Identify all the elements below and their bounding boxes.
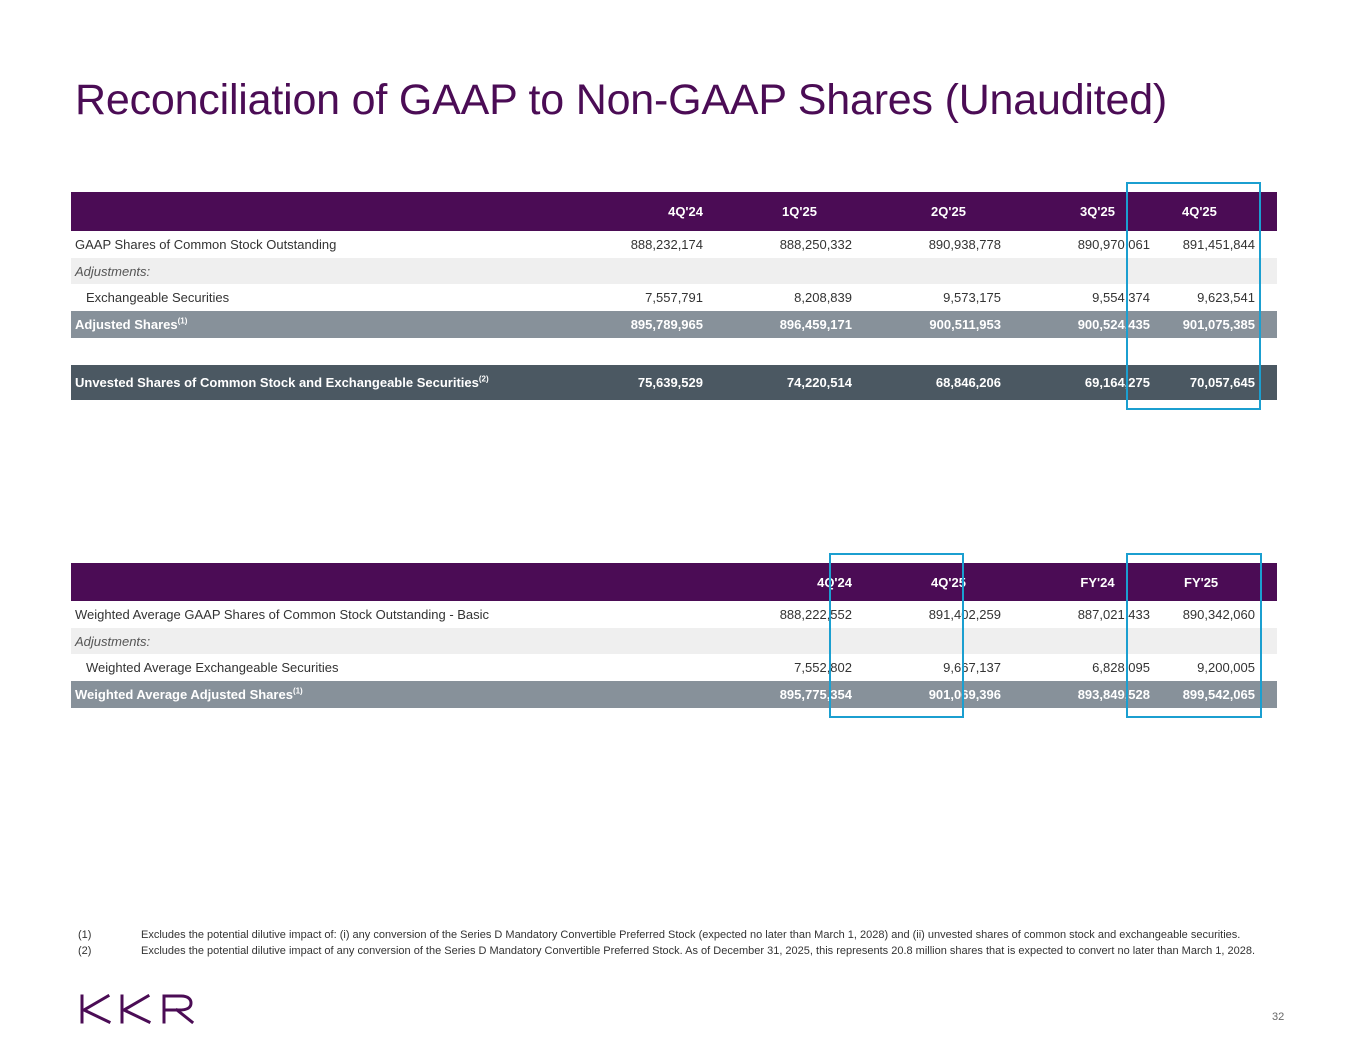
cell-value: 7,552,802 (725, 654, 874, 681)
cell-value: 900,511,953 (874, 311, 1023, 338)
table-spacer (71, 338, 1277, 365)
col-header-fy24: FY'24 (1023, 563, 1172, 601)
table-row-unvested: Unvested Shares of Common Stock and Exch… (71, 365, 1277, 400)
weighted-shares-table: 4Q'24 4Q'25 FY'24 FY'25 Weighted Average… (71, 563, 1277, 708)
footnote-1: (1) Excludes the potential dilutive impa… (78, 927, 1278, 943)
header-label-cell (71, 563, 725, 601)
table-header: 4Q'24 4Q'25 FY'24 FY'25 (71, 563, 1277, 601)
highlight-box-fy25 (1126, 553, 1262, 718)
col-header-4q24: 4Q'24 (587, 192, 725, 231)
cell-value: 75,639,529 (587, 365, 725, 400)
col-header-1q25: 1Q'25 (725, 192, 874, 231)
footnote-text: Excludes the potential dilutive impact o… (141, 945, 1256, 957)
row-label: Adjustments: (71, 258, 587, 284)
kkr-logo (80, 994, 195, 1024)
footnote-text: Excludes the potential dilutive impact o… (141, 929, 1241, 941)
cell-value: 895,775,354 (725, 681, 874, 708)
row-label: Weighted Average Adjusted Shares(1) (71, 681, 725, 708)
cell-value: 899,542,065 (1172, 681, 1277, 708)
col-header-4q25: 4Q'25 (874, 563, 1023, 601)
cell-value: 890,938,778 (874, 231, 1023, 258)
cell-value: 890,970,061 (1023, 231, 1172, 258)
footnote-number: (1) (78, 929, 92, 941)
footnote-number: (2) (78, 945, 92, 957)
cell-value: 9,554,374 (1023, 284, 1172, 311)
table-header: 4Q'24 1Q'25 2Q'25 3Q'25 4Q'25 (71, 192, 1277, 231)
cell-value: 6,828,095 (1023, 654, 1172, 681)
cell-value: 890,342,060 (1172, 601, 1277, 628)
col-header-3q25: 3Q'25 (1023, 192, 1172, 231)
footnote-ref: (1) (292, 686, 303, 696)
highlight-box-4q25 (829, 553, 964, 718)
table-row-total: Adjusted Shares(1) 895,789,965 896,459,1… (71, 311, 1277, 338)
cell-value: 901,069,396 (874, 681, 1023, 708)
col-header-2q25: 2Q'25 (874, 192, 1023, 231)
shares-reconciliation-table: 4Q'24 1Q'25 2Q'25 3Q'25 4Q'25 GAAP Share… (71, 192, 1277, 400)
highlight-box-4q25 (1126, 182, 1261, 410)
cell-value: 9,573,175 (874, 284, 1023, 311)
row-label-text: Unvested Shares of Common Stock and Exch… (75, 375, 479, 390)
row-label: Exchangeable Securities (71, 284, 587, 311)
row-label: Weighted Average GAAP Shares of Common S… (71, 601, 725, 628)
row-label: Weighted Average Exchangeable Securities (71, 654, 725, 681)
table-row-adjustments: Adjustments: (71, 258, 1277, 284)
row-label: Adjustments: (71, 628, 725, 654)
cell-value: 888,250,332 (725, 231, 874, 258)
cell-value: 891,402,259 (874, 601, 1023, 628)
row-label: Unvested Shares of Common Stock and Exch… (71, 365, 587, 400)
cell-value: 8,208,839 (725, 284, 874, 311)
row-label-text: Weighted Average Adjusted Shares (75, 687, 293, 702)
col-header-4q24: 4Q'24 (725, 563, 874, 601)
footnote-ref: (1) (177, 316, 188, 326)
cell-value: 7,557,791 (587, 284, 725, 311)
cell-value: 893,849,528 (1023, 681, 1172, 708)
cell-value: 896,459,171 (725, 311, 874, 338)
cell-value: 888,232,174 (587, 231, 725, 258)
footnotes: (1) Excludes the potential dilutive impa… (78, 927, 1278, 959)
cell-value: 9,200,005 (1172, 654, 1277, 681)
footnote-2: (2) Excludes the potential dilutive impa… (78, 943, 1278, 959)
table-row-adjustments: Adjustments: (71, 628, 1277, 654)
cell-value: 68,846,206 (874, 365, 1023, 400)
table-row: Weighted Average Exchangeable Securities… (71, 654, 1277, 681)
cell-value: 895,789,965 (587, 311, 725, 338)
cell-value: 887,021,433 (1023, 601, 1172, 628)
cell-value: 9,667,137 (874, 654, 1023, 681)
cell-value: 69,164,275 (1023, 365, 1172, 400)
table-row-total: Weighted Average Adjusted Shares(1) 895,… (71, 681, 1277, 708)
row-label-text: Adjusted Shares (75, 317, 178, 332)
footnote-ref: (2) (478, 374, 489, 384)
cell-value: 888,222,552 (725, 601, 874, 628)
table-row: Exchangeable Securities 7,557,791 8,208,… (71, 284, 1277, 311)
row-label: Adjusted Shares(1) (71, 311, 587, 338)
page-number: 32 (1272, 1011, 1285, 1023)
table-row: Weighted Average GAAP Shares of Common S… (71, 601, 1277, 628)
row-label: GAAP Shares of Common Stock Outstanding (71, 231, 587, 258)
page-title: Reconciliation of GAAP to Non-GAAP Share… (75, 76, 1168, 124)
cell-value: 74,220,514 (725, 365, 874, 400)
cell-value: 900,524,435 (1023, 311, 1172, 338)
header-label-cell (71, 192, 587, 231)
col-header-fy25: FY'25 (1172, 563, 1277, 601)
table-row: GAAP Shares of Common Stock Outstanding … (71, 231, 1277, 258)
